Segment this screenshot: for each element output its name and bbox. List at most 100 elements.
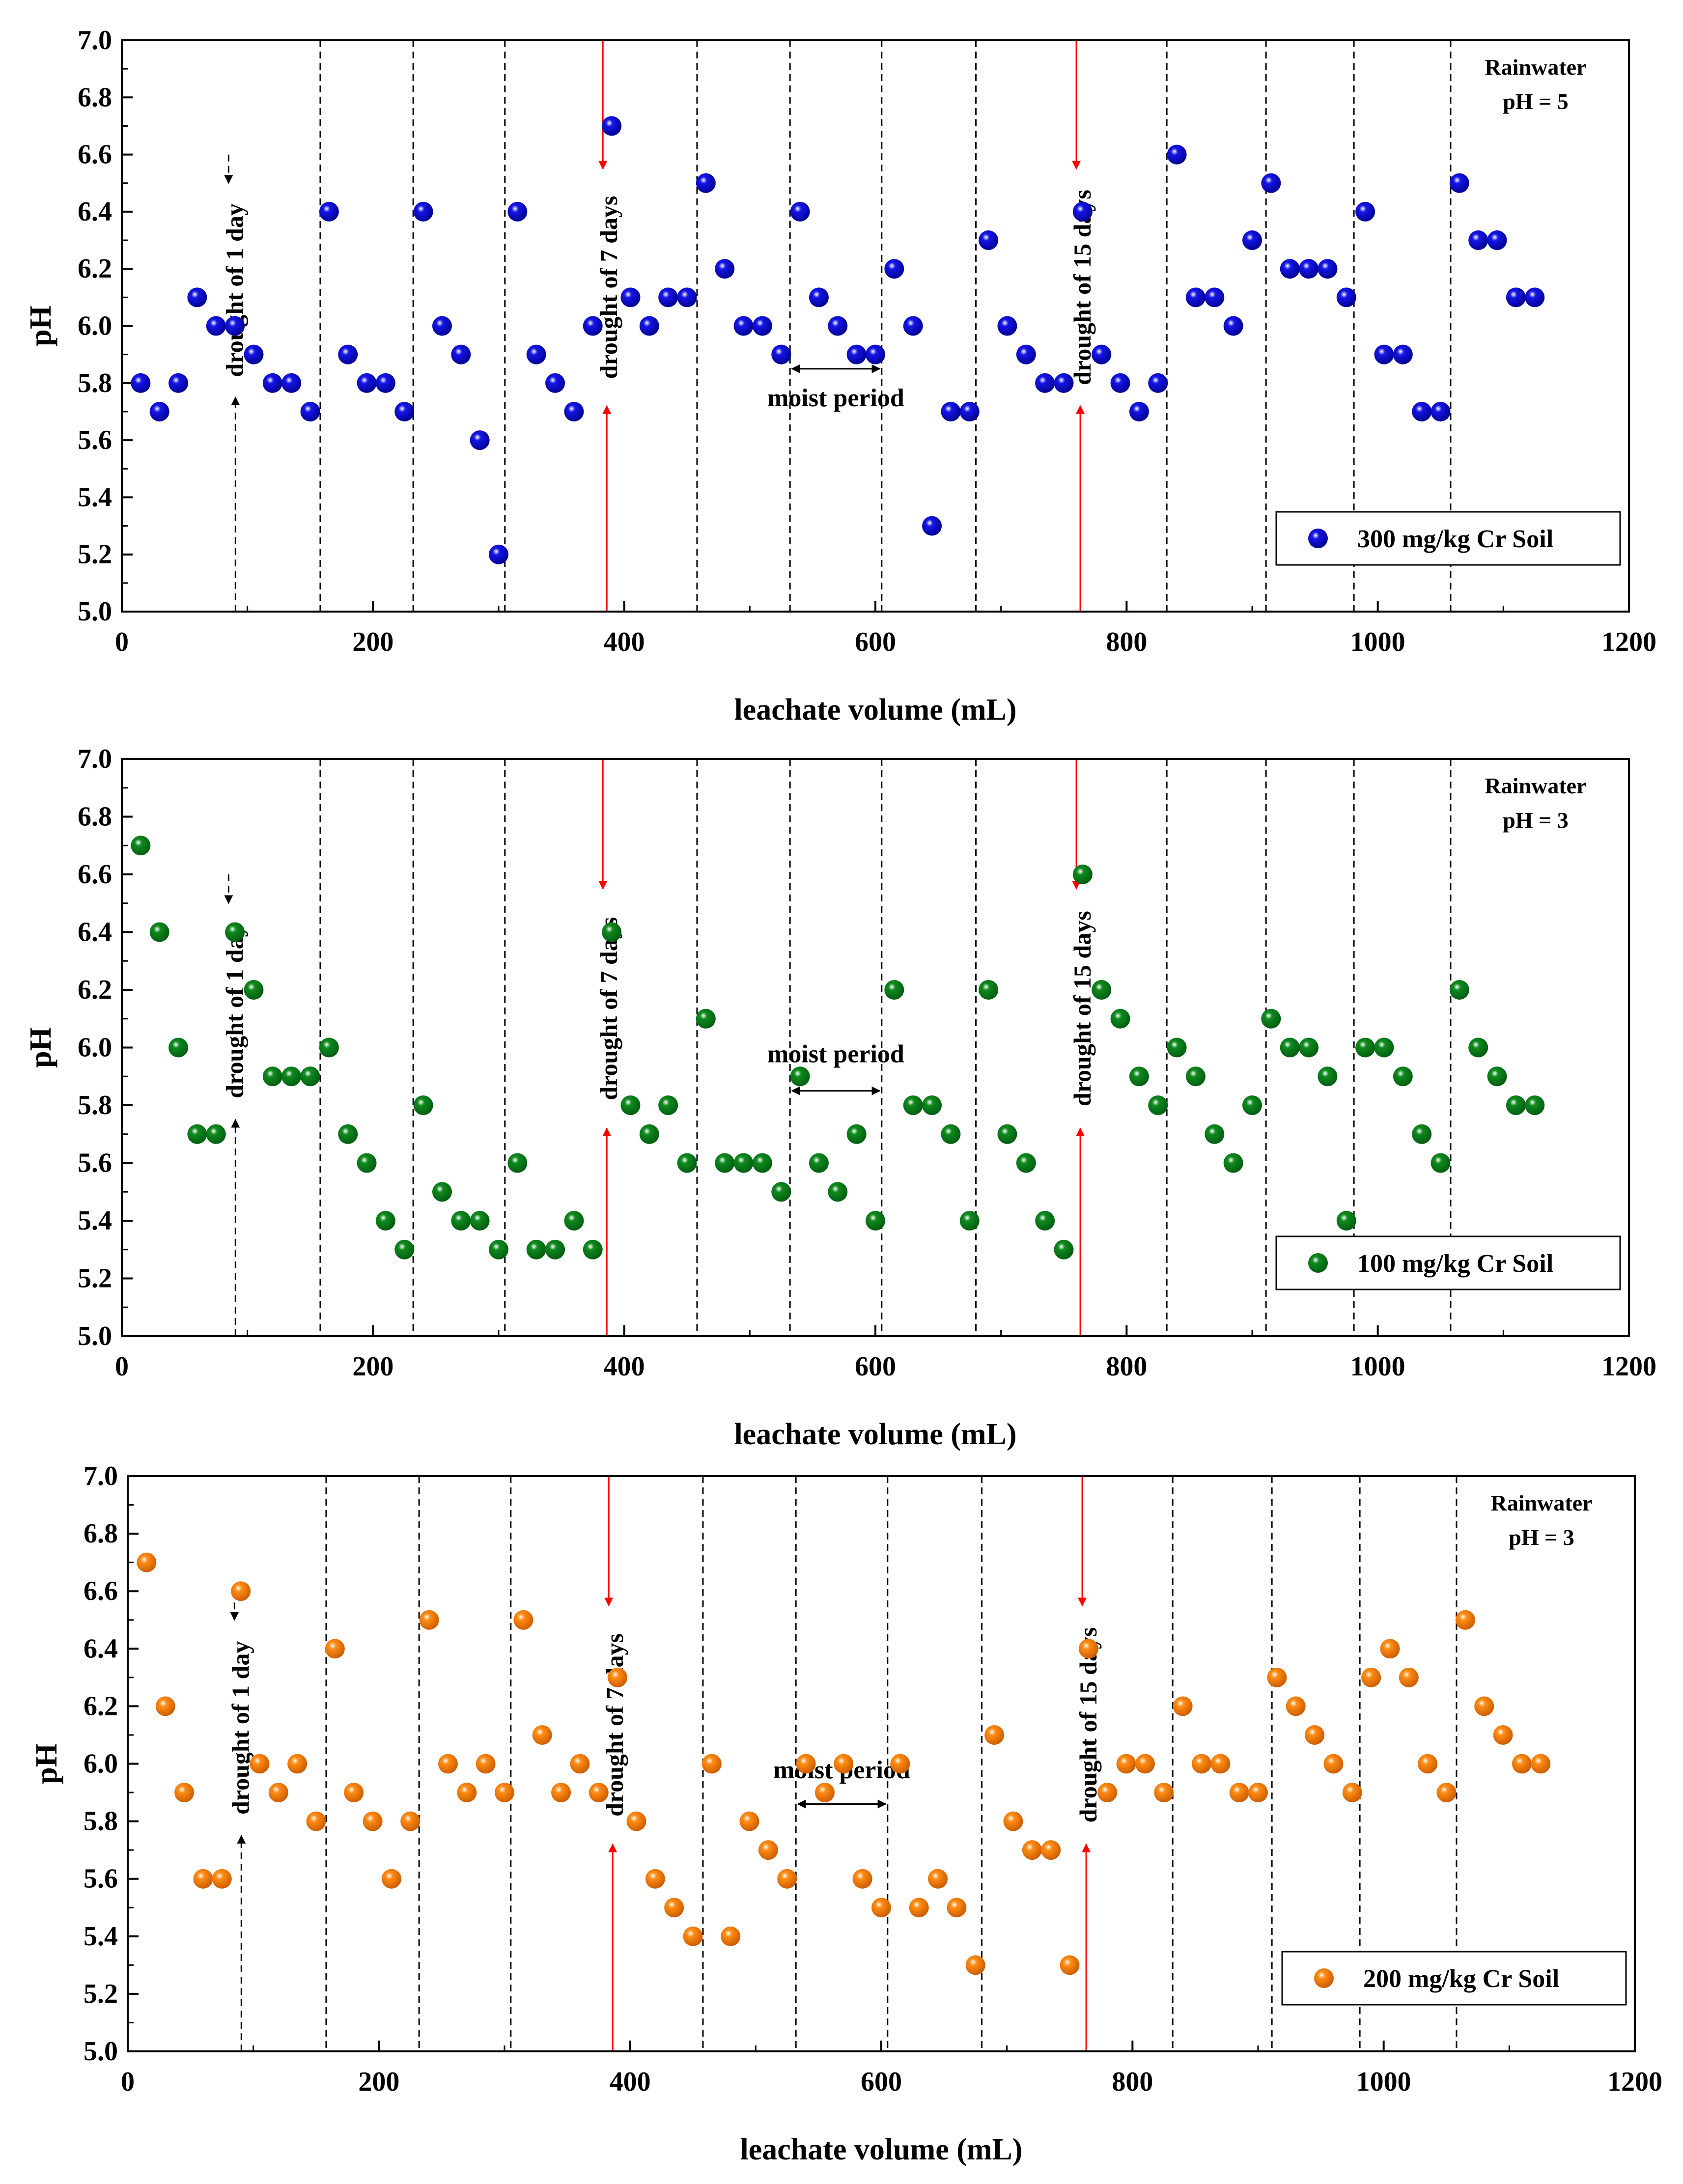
data-point: [777, 1869, 797, 1889]
data-point: [639, 1124, 659, 1144]
y-tick-label: 5.2: [84, 1979, 118, 2009]
y-tick-label: 7.0: [78, 744, 112, 774]
data-point: [941, 401, 961, 421]
data-point: [1393, 344, 1413, 364]
data-point: [306, 1811, 326, 1831]
y-tick-label: 6.4: [84, 1633, 118, 1664]
data-point: [507, 1153, 528, 1173]
data-point: [1229, 1783, 1249, 1803]
y-tick-label: 6.0: [84, 1749, 118, 1779]
data-point: [790, 201, 810, 222]
data-point: [149, 922, 169, 942]
data-point: [959, 401, 980, 421]
data-point: [268, 1783, 288, 1803]
y-tick-label: 5.6: [78, 1148, 112, 1178]
data-point: [1129, 1066, 1149, 1087]
data-point: [225, 316, 245, 336]
data-point: [1506, 287, 1526, 308]
data-point: [721, 1926, 741, 1946]
legend-box: [1275, 511, 1621, 566]
data-point: [1468, 1037, 1488, 1058]
data-point: [696, 173, 716, 193]
data-point: [1242, 230, 1262, 251]
legend-label: 100 mg/kg Cr Soil: [1357, 1250, 1553, 1278]
data-point: [438, 1754, 458, 1774]
data-point: [1506, 1095, 1526, 1115]
data-point: [319, 1037, 339, 1058]
data-point: [1003, 1811, 1023, 1831]
y-tick-label: 7.0: [78, 25, 112, 56]
data-point: [1412, 401, 1432, 421]
x-axis-title: leachate volume (mL): [740, 2133, 1022, 2166]
data-point: [834, 1754, 854, 1774]
data-point: [1092, 980, 1112, 1000]
data-point: [696, 1008, 716, 1029]
y-tick-label: 5.0: [84, 2036, 118, 2067]
data-point: [1185, 1066, 1206, 1087]
data-point: [828, 1182, 848, 1202]
data-point: [979, 980, 999, 1000]
legend: 200 mg/kg Cr Soil: [1281, 1951, 1627, 2006]
data-point: [1380, 1639, 1400, 1659]
data-point: [1342, 1783, 1362, 1803]
x-tick-label: 600: [861, 2067, 902, 2097]
data-point: [752, 1153, 772, 1173]
data-point: [1185, 287, 1206, 308]
x-tick-label: 400: [604, 1351, 645, 1382]
data-point: [701, 1754, 722, 1774]
data-point: [526, 344, 546, 364]
legend-box: [1275, 1235, 1621, 1290]
data-point: [1072, 865, 1093, 884]
data-point: [457, 1783, 477, 1803]
data-point: [1060, 1955, 1080, 1975]
data-point: [1054, 373, 1074, 393]
data-point: [1299, 259, 1319, 279]
data-point: [206, 316, 226, 336]
chart-panel-1: drought of 1 day drought of 7 days drought…: [24, 25, 1656, 727]
y-tick-label: 6.8: [84, 1518, 118, 1549]
data-point: [262, 373, 282, 393]
legend-label: 300 mg/kg Cr Soil: [1357, 525, 1553, 553]
data-point: [645, 1869, 665, 1889]
data-point: [658, 1095, 678, 1115]
drought-label: drought of 1 day: [221, 924, 248, 1098]
y-tick-label: 6.6: [78, 140, 112, 170]
y-tick-label: 5.6: [84, 1864, 118, 1894]
x-tick-label: 800: [1106, 627, 1147, 657]
data-point: [551, 1783, 571, 1803]
data-point: [1318, 1066, 1338, 1087]
data-point: [1173, 1696, 1193, 1716]
data-point: [193, 1869, 213, 1889]
y-tick-label: 5.2: [78, 1263, 112, 1294]
x-tick-label: 200: [358, 2067, 399, 2097]
drought-label: drought of 15 days: [1074, 1627, 1102, 1823]
data-point: [602, 116, 622, 136]
data-point: [903, 1095, 923, 1115]
y-tick-label: 5.8: [78, 1090, 112, 1120]
data-point: [1210, 1754, 1231, 1774]
data-point: [375, 1211, 395, 1231]
legend-marker: [1308, 1253, 1328, 1273]
data-point: [1154, 1783, 1174, 1803]
y-tick-label: 5.8: [84, 1806, 118, 1837]
y-tick-label: 5.2: [78, 539, 112, 570]
data-point: [846, 344, 867, 364]
data-point: [413, 201, 433, 222]
data-point: [287, 1754, 308, 1774]
data-point: [1129, 401, 1149, 421]
y-tick-label: 6.2: [78, 253, 112, 284]
data-point: [677, 1153, 697, 1173]
x-tick-label: 1000: [1356, 2067, 1411, 2097]
data-point: [451, 1211, 471, 1231]
data-point: [319, 201, 339, 222]
data-point: [1455, 1610, 1475, 1630]
data-point: [244, 980, 264, 1000]
data-point: [206, 1124, 226, 1144]
data-point: [451, 344, 471, 364]
data-point: [1355, 1037, 1375, 1058]
drought-label: drought of 1 day: [221, 203, 248, 377]
data-point: [1280, 259, 1300, 279]
data-point: [1399, 1667, 1419, 1687]
data-point: [890, 1754, 910, 1774]
data-point: [564, 401, 584, 421]
